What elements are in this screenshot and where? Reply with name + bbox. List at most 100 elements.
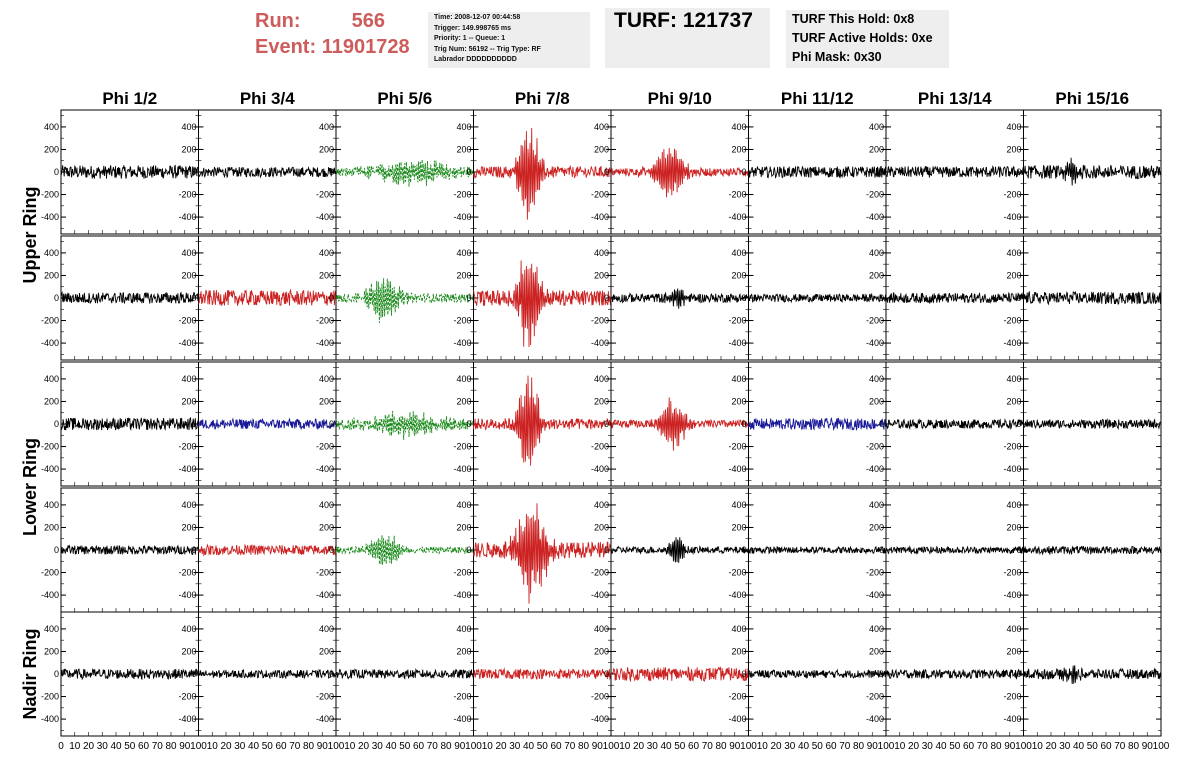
y-tick-label: 200 (1006, 646, 1021, 656)
channel-panel: -400 -200 0 200 400 (453, 109, 612, 235)
y-tick-label: 200 (731, 396, 746, 406)
x-tick-label: 20 (908, 741, 920, 752)
channel-panel: -400 -200 0 200 400 (178, 361, 337, 487)
x-tick-label: 40 (798, 741, 810, 752)
x-tick-label: 30 (372, 741, 384, 752)
y-tick-label: 0 (54, 545, 59, 555)
y-tick-label: -200 (866, 568, 884, 578)
channel-panel: -400 -200 0 200 400 (591, 487, 749, 613)
channel-panel: -400 -200 0 200 400 (178, 487, 337, 613)
y-tick-label: 400 (731, 624, 746, 634)
y-tick-label: 400 (594, 248, 609, 258)
y-tick-label: -200 (1003, 568, 1021, 578)
channel-panel: -400 -200 0 200 400 (1003, 361, 1162, 487)
waveform-trace (473, 127, 612, 220)
x-tick-label: 90 (454, 741, 466, 752)
turf-box: TURF: 121737 (605, 8, 770, 68)
x-tick-label: 60 (1100, 741, 1112, 752)
x-tick-label: 20 (495, 741, 507, 752)
y-tick-label: -400 (591, 590, 609, 600)
column-label: Phi 7/8 (515, 89, 570, 108)
y-tick-label: 200 (181, 522, 196, 532)
y-tick-label: 0 (604, 545, 609, 555)
column-label: Phi 1/2 (102, 89, 157, 108)
x-tick-label: 50 (537, 741, 549, 752)
channel-panel: -400 -200 0 200 400 (866, 487, 1024, 613)
x-tick-label: 100 (1153, 741, 1170, 752)
y-tick-label: 0 (741, 167, 746, 177)
y-tick-label: -200 (453, 568, 471, 578)
y-tick-label: -200 (866, 190, 884, 200)
y-tick-label: -400 (178, 590, 196, 600)
y-tick-label: -200 (41, 568, 59, 578)
x-tick-label: 30 (234, 741, 246, 752)
y-tick-label: 0 (329, 293, 334, 303)
waveform-trace (885, 418, 1024, 431)
trigger-text: Trigger: 149.998765 ms (434, 24, 512, 32)
x-tick-label: 70 (977, 741, 989, 752)
x-tick-label: 40 (1073, 741, 1085, 752)
channel-panel: -400 -200 0 200 400 (591, 361, 749, 487)
x-tick-label: 10 (757, 741, 769, 752)
y-tick-label: 200 (319, 396, 334, 406)
waveform-trace (748, 292, 887, 304)
y-tick-label: -200 (178, 190, 196, 200)
x-tick-label: 40 (523, 741, 535, 752)
y-tick-label: 0 (1016, 293, 1021, 303)
y-tick-label: -400 (178, 464, 196, 474)
y-tick-label: 200 (319, 270, 334, 280)
y-tick-label: -200 (41, 190, 59, 200)
event-label: Event: (255, 36, 317, 58)
y-tick-label: -200 (41, 316, 59, 326)
y-tick-label: -200 (178, 568, 196, 578)
y-tick-label: -200 (591, 568, 609, 578)
y-tick-label: -200 (41, 692, 59, 702)
y-tick-label: 200 (869, 522, 884, 532)
y-tick-label: 400 (319, 248, 334, 258)
y-tick-label: 0 (741, 419, 746, 429)
y-tick-label: -200 (728, 568, 746, 578)
y-tick-label: -200 (866, 316, 884, 326)
channel-panel: -400 -200 0 200 400 (316, 361, 474, 487)
waveform-trace (198, 668, 337, 680)
y-tick-label: -200 (316, 316, 334, 326)
y-tick-label: 0 (329, 545, 334, 555)
x-tick-label: 80 (990, 741, 1002, 752)
x-tick-label: 30 (784, 741, 796, 752)
y-tick-label: -400 (316, 338, 334, 348)
y-tick-label: -400 (728, 464, 746, 474)
column-label: Phi 3/4 (240, 89, 295, 108)
y-tick-label: -400 (316, 212, 334, 222)
run-line: Run: 566 (255, 8, 410, 34)
channel-panel: -400 -200 0 200 400 (178, 235, 337, 361)
y-tick-label: -400 (41, 714, 59, 724)
waveform-trace (60, 668, 199, 681)
y-tick-label: 400 (44, 500, 59, 510)
x-tick-label: 40 (935, 741, 947, 752)
x-tick-label: 50 (399, 741, 411, 752)
channel-panel: -400 -200 0 200 400 (728, 109, 887, 235)
y-tick-label: 400 (456, 624, 471, 634)
y-tick-label: 0 (54, 167, 59, 177)
y-tick-label: 200 (181, 270, 196, 280)
trig-num-text: Trig Num: 56192 -- Trig Type: RF (434, 45, 541, 53)
channel-panel: -400 -200 0 200 400 (591, 109, 749, 235)
x-tick-label: 40 (110, 741, 122, 752)
x-tick-label: 20 (83, 741, 95, 752)
y-tick-label: -400 (1003, 590, 1021, 600)
channel-panel: -400 -200 0 200 400 (728, 361, 887, 487)
channel-panel: -400 -200 0 200 400 (453, 487, 612, 613)
y-tick-label: 400 (1006, 374, 1021, 384)
channel-panel: -400 -200 0 200 400 (453, 361, 612, 487)
waveform-trace (60, 164, 199, 179)
y-tick-label: -400 (728, 338, 746, 348)
x-tick-label: 70 (702, 741, 714, 752)
y-tick-label: -400 (453, 338, 471, 348)
y-tick-label: -200 (178, 316, 196, 326)
y-tick-label: -400 (591, 714, 609, 724)
x-tick-label: 10 (207, 741, 219, 752)
x-tick-label: 90 (1142, 741, 1154, 752)
x-tick-label: 50 (1087, 741, 1099, 752)
turf-hold-box: TURF This Hold: 0x8 TURF Active Holds: 0… (786, 10, 949, 68)
channel-panel: -400 -200 0 200 400 (866, 611, 1024, 737)
